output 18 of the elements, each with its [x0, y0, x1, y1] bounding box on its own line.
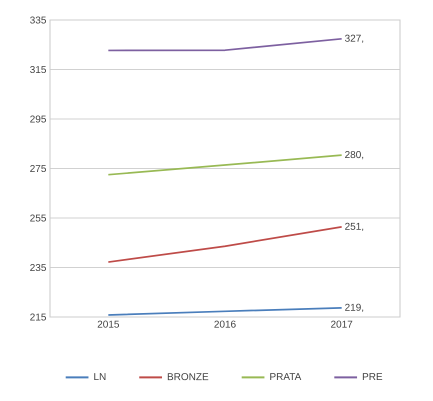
- legend-label: BRONZE: [168, 373, 208, 380]
- x-tick-label: 2016: [214, 320, 236, 328]
- legend-label: LN: [94, 373, 106, 380]
- data-label: 280,: [345, 151, 364, 160]
- y-tick-label: 275: [30, 164, 46, 172]
- x-tick-label: 2017: [331, 320, 352, 328]
- y-tick-label: 255: [30, 214, 46, 222]
- legend-label: PRATA: [270, 373, 302, 380]
- legend-label: PRE: [362, 373, 382, 380]
- data-label: 251,: [345, 222, 364, 232]
- data-label: 327,: [344, 34, 364, 43]
- y-tick-label: 335: [30, 16, 46, 24]
- y-tick-label: 315: [30, 66, 46, 74]
- y-tick-label: 235: [30, 264, 46, 272]
- x-tick-label: 2015: [98, 320, 120, 328]
- data-label: 219,: [345, 304, 364, 312]
- y-tick-label: 215: [30, 313, 46, 321]
- y-tick-label: 295: [30, 115, 46, 123]
